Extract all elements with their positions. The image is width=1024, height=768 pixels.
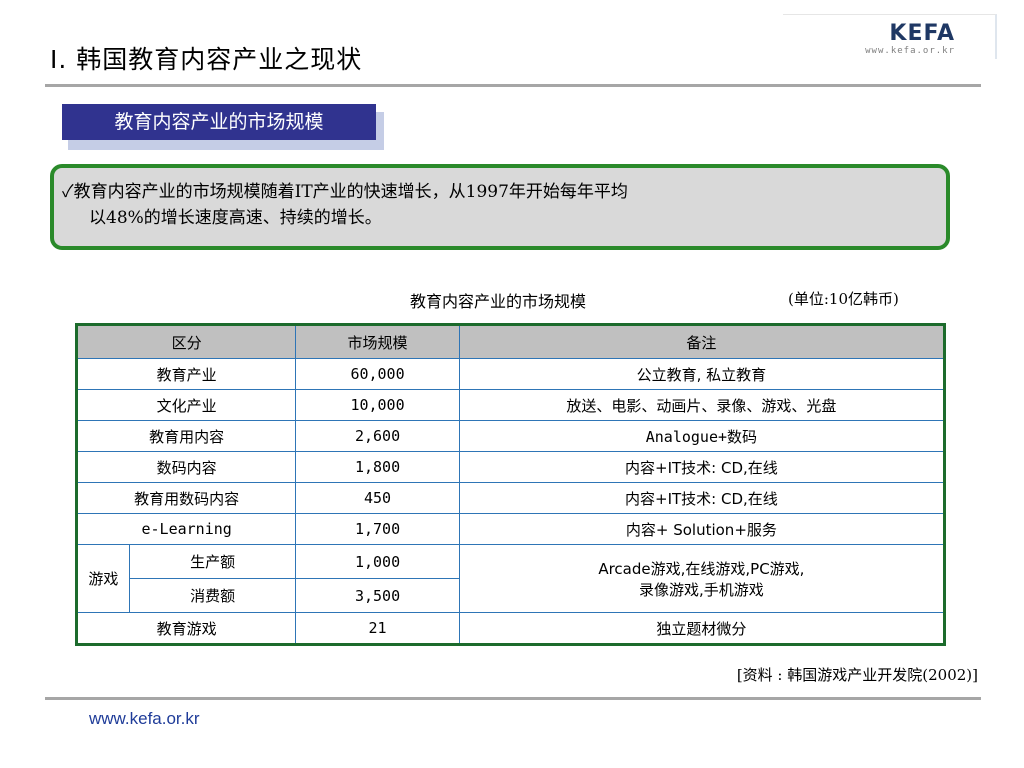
row-value: 21: [295, 612, 460, 645]
header-category: 区分: [75, 324, 297, 359]
table-header-row: 区分 市场规模 备注: [75, 324, 946, 359]
row-category: 数码内容: [75, 451, 297, 483]
row-category: 教育用内容: [75, 420, 297, 452]
game-note-line-2: 录像游戏,手机游戏: [639, 580, 764, 599]
row-category: 文化产业: [75, 389, 297, 421]
table-row-game-consumption: 消费额 3,500: [77, 578, 945, 613]
logo-url: www.kefa.or.kr: [865, 46, 955, 56]
row-note: 内容+ Solution+服务: [458, 513, 946, 545]
page-title: Ⅰ. 韩国教育内容产业之现状: [50, 45, 363, 74]
row-value: 2,600: [295, 420, 460, 452]
row-category: 教育产业: [75, 358, 297, 390]
game-consumption-value: 3,500: [295, 578, 460, 613]
row-note: 独立题材微分: [458, 612, 946, 645]
table-caption: 教育内容产业的市场规模: [410, 292, 587, 311]
game-note-line-1: Arcade游戏,在线游戏,PC游戏,: [598, 559, 805, 578]
market-size-table: 区分 市场规模 备注 教育产业 60,000 公立教育, 私立教育 文化产业 1…: [75, 323, 946, 646]
row-note: Analogue+数码: [458, 420, 946, 452]
row-note: 内容+IT技术: CD,在线: [458, 451, 946, 483]
table-row: 教育游戏 21 独立题材微分: [75, 612, 946, 645]
table-row: 文化产业 10,000 放送、电影、动画片、录像、游戏、光盘: [75, 389, 946, 421]
row-category: 教育用数码内容: [75, 482, 297, 514]
row-category: 教育游戏: [75, 612, 297, 645]
table-row-game-production: 游戏 生产额 1,000 Arcade游戏,在线游戏,PC游戏, 录像游戏,手机…: [76, 544, 946, 613]
section-label: 教育内容产业的市场规模: [62, 104, 376, 140]
row-value: 1,800: [295, 451, 460, 483]
table-unit: (单位:10亿韩币): [788, 290, 899, 308]
row-category: e-Learning: [75, 513, 297, 545]
table-row: 教育用内容 2,600 Analogue+数码: [75, 420, 946, 452]
row-value: 10,000: [295, 389, 460, 421]
game-production-value: 1,000: [295, 544, 460, 579]
row-note: 放送、电影、动画片、录像、游戏、光盘: [458, 389, 946, 421]
summary-callout: ✓教育内容产业的市场规模随着IT产业的快速增长，从1997年开始每年平均 以48…: [50, 164, 950, 250]
row-value: 60,000: [295, 358, 460, 390]
logo: KEFA www.kefa.or.kr: [783, 14, 997, 59]
table-row: 教育产业 60,000 公立教育, 私立教育: [75, 358, 946, 390]
game-group-label: 游戏: [76, 544, 130, 613]
row-value: 450: [295, 482, 460, 514]
game-note: Arcade游戏,在线游戏,PC游戏, 录像游戏,手机游戏: [458, 544, 946, 613]
source-citation: [资料 : 韩国游戏产业开发院(2002)]: [736, 666, 978, 684]
table-row: 教育用数码内容 450 内容+IT技术: CD,在线: [75, 482, 946, 514]
game-consumption-label: 消费额: [128, 578, 297, 613]
callout-line-1: ✓教育内容产业的市场规模随着IT产业的快速增长，从1997年开始每年平均: [62, 182, 628, 202]
callout-text: ✓教育内容产业的市场规模随着IT产业的快速增长，从1997年开始每年平均 以48…: [62, 179, 932, 231]
header-market-size: 市场规模: [295, 324, 460, 359]
callout-line-2: 以48%的增长速度高速、持续的增长。: [89, 208, 382, 228]
row-value: 1,700: [295, 513, 460, 545]
row-note: 公立教育, 私立教育: [458, 358, 946, 390]
table-row: 数码内容 1,800 内容+IT技术: CD,在线: [75, 451, 946, 483]
title-divider: [45, 84, 981, 87]
footer-divider: [45, 697, 981, 700]
game-production-label: 生产额: [128, 544, 297, 579]
header-note: 备注: [458, 324, 946, 359]
row-note: 内容+IT技术: CD,在线: [458, 482, 946, 514]
footer-url[interactable]: www.kefa.or.kr: [89, 709, 200, 728]
table-row: e-Learning 1,700 内容+ Solution+服务: [75, 513, 946, 545]
logo-mark: KEFA: [889, 21, 955, 46]
